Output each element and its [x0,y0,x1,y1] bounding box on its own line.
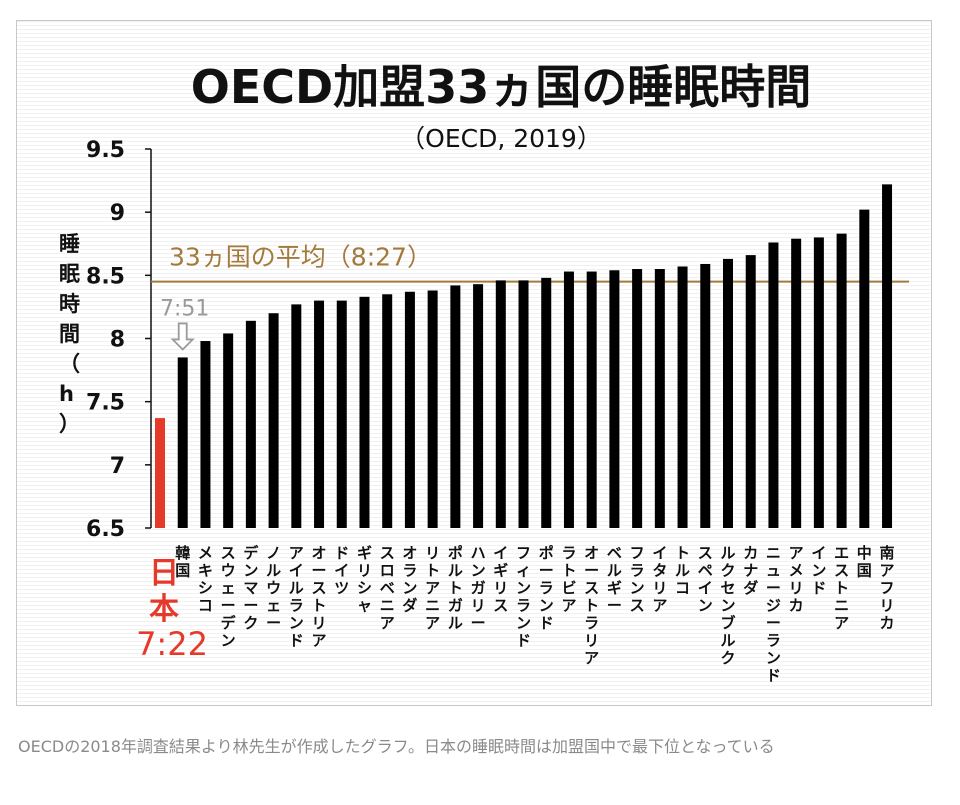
average-label: 33ヵ国の平均（8:27） [169,243,432,272]
bar-1 [177,357,188,528]
bar-31 [859,209,870,528]
category-label-12: リトアニア [425,544,440,632]
bar-29 [813,237,824,528]
bar-25 [723,258,733,528]
bar-30 [836,233,847,529]
category-label-22: イタリア [652,544,667,615]
bar-3 [223,333,234,528]
sleep-bar-chart: OECD加盟33ヵ国の睡眠時間 （OECD, 2019） 9.5 9 8.5 8 7.5 7… [59,60,909,685]
bar-5 [268,313,279,528]
category-label-15: イギリス [493,544,508,615]
chart-frame: OECD加盟33ヵ国の睡眠時間 （OECD, 2019） 9.5 9 8.5 8 7.5 7… [16,20,932,706]
category-label-11: オランダ [402,544,417,615]
bar-20 [609,270,620,528]
annotation-arrow-icon [170,322,195,351]
bar-13 [450,285,461,528]
category-label-3: スウェーデン [221,544,237,650]
bar-21 [632,269,643,528]
y-tick-label: 9.5 [86,138,125,163]
bar-6 [291,304,302,528]
category-label-29: インド [811,544,826,597]
bar-7 [314,300,325,528]
category-label-20: ベルギー [607,544,622,615]
bar-12 [427,290,438,528]
category-label-28: アメリカ [789,544,804,615]
bar-15 [495,280,506,528]
bar-23 [677,266,688,528]
category-label-10: スロベニア [380,544,395,632]
bar-27 [768,242,779,528]
category-label-30: エストニア [834,544,849,632]
category-label-31: 中国 [857,544,872,580]
y-axis-label: 睡眠時間（ h） [59,232,80,436]
category-label-21: フランス [630,544,645,615]
bar-16 [518,280,529,528]
bar-24 [700,263,711,528]
bar-4 [245,320,256,528]
category-label-7: オーストリア [312,544,327,650]
category-label-14: ハンガリー [471,544,486,632]
y-tick-label: 7.5 [86,391,125,416]
category-label-27: ニュージーランド [766,544,781,685]
category-label-9: ギリシャ [357,544,372,615]
bar-17 [541,277,552,528]
category-label-4: デンマーク [243,544,259,632]
category-label-1: 韓国 [175,544,190,580]
bar-14 [473,284,484,528]
bar-28 [791,238,802,529]
y-tick-label: 9 [110,201,125,226]
bar-10 [382,294,393,528]
category-label-18: ラトビア [561,544,576,615]
category-label-8: ドイツ [334,544,349,597]
bar-32 [882,184,893,528]
y-tick-label: 8 [110,328,125,353]
bar-26 [745,255,756,528]
category-label-24: スペイン [698,544,713,615]
y-tick-label: 7 [110,454,125,479]
bar-8 [336,300,347,528]
bar-0 [155,418,165,528]
bar-9 [359,296,370,528]
category-label-17: ポーランド [539,544,554,632]
japan-value-label: 7:22 [136,625,208,663]
bar-19 [586,271,597,528]
category-label-23: トルコ [675,544,690,597]
y-tick-label: 6.5 [86,517,125,542]
figure-caption: OECDの2018年調査結果より林先生が作成したグラフ。日本の睡眠時間は加盟国中… [18,737,775,756]
category-label-0: 日本 [149,556,179,627]
category-label-25: ルクセンブルク [720,544,735,667]
y-tick-label: 8.5 [86,264,125,289]
bar-11 [404,291,415,528]
annotation-label: 7:51 [160,296,209,321]
category-label-32: 南アフリカ [880,544,895,632]
bar-18 [563,271,574,528]
bar-2 [200,341,211,528]
category-label-16: フィンランド [516,544,531,650]
category-label-26: カナダ [743,544,758,597]
category-label-6: アイルランド [289,544,304,650]
chart-title: OECD加盟33ヵ国の睡眠時間 [191,60,811,114]
category-label-13: ポルトガル [448,544,463,632]
bar-22 [654,269,665,528]
category-label-2: メキシコ [198,544,213,615]
category-label-19: オーストラリア [584,544,599,667]
category-label-5: ノルウェー [266,544,281,632]
chart-subtitle: （OECD, 2019） [400,124,602,153]
